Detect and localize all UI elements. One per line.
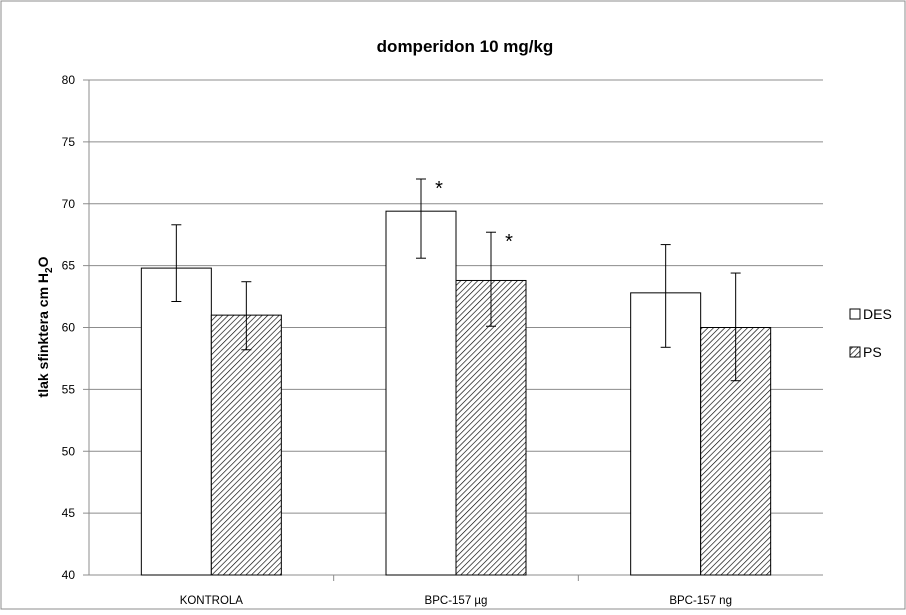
y-tick-label: 80 bbox=[62, 73, 76, 87]
y-tick-label: 65 bbox=[62, 259, 76, 273]
significance-markers: ** bbox=[435, 178, 513, 253]
significance-marker: * bbox=[505, 231, 513, 253]
x-tick-label: KONTROLA bbox=[180, 595, 244, 607]
y-tick-labels: 40 45 50 55 60 65 70 75 80 bbox=[62, 73, 76, 582]
y-tick-label: 70 bbox=[62, 197, 76, 211]
y-tick-label: 45 bbox=[62, 506, 76, 520]
y-tick-label: 50 bbox=[62, 444, 76, 458]
legend: DES PS bbox=[849, 306, 892, 360]
legend-label-ps: PS bbox=[863, 344, 882, 360]
significance-marker: * bbox=[435, 178, 443, 200]
legend-swatch-des bbox=[849, 308, 861, 320]
error-bars bbox=[171, 178, 741, 382]
bar-des bbox=[385, 210, 457, 576]
bar-ps bbox=[210, 314, 282, 576]
y-tick-label: 60 bbox=[62, 321, 76, 335]
y-axis-label-suffix: O bbox=[35, 256, 51, 267]
y-axis-label-prefix: tlak sfinktera cm H bbox=[35, 273, 51, 398]
x-tick-label: BPC-157 µg bbox=[425, 595, 488, 607]
chart-title: domperidon 10 mg/kg bbox=[377, 37, 554, 56]
x-tick-labels: KONTROLA BPC-157 µg BPC-157 ng bbox=[180, 595, 732, 607]
y-tick-label: 75 bbox=[62, 135, 76, 149]
x-tick-label: BPC-157 ng bbox=[669, 595, 732, 607]
legend-swatch-ps bbox=[849, 346, 861, 358]
y-tick-label: 55 bbox=[62, 382, 76, 396]
bar-ps bbox=[455, 279, 527, 576]
bar-des bbox=[140, 267, 212, 576]
y-tick-label: 40 bbox=[62, 568, 76, 582]
y-axis-label-subscript: 2 bbox=[44, 267, 55, 273]
y-axis-label: tlak sfinktera cm H2O bbox=[35, 256, 55, 397]
legend-label-des: DES bbox=[863, 306, 892, 322]
